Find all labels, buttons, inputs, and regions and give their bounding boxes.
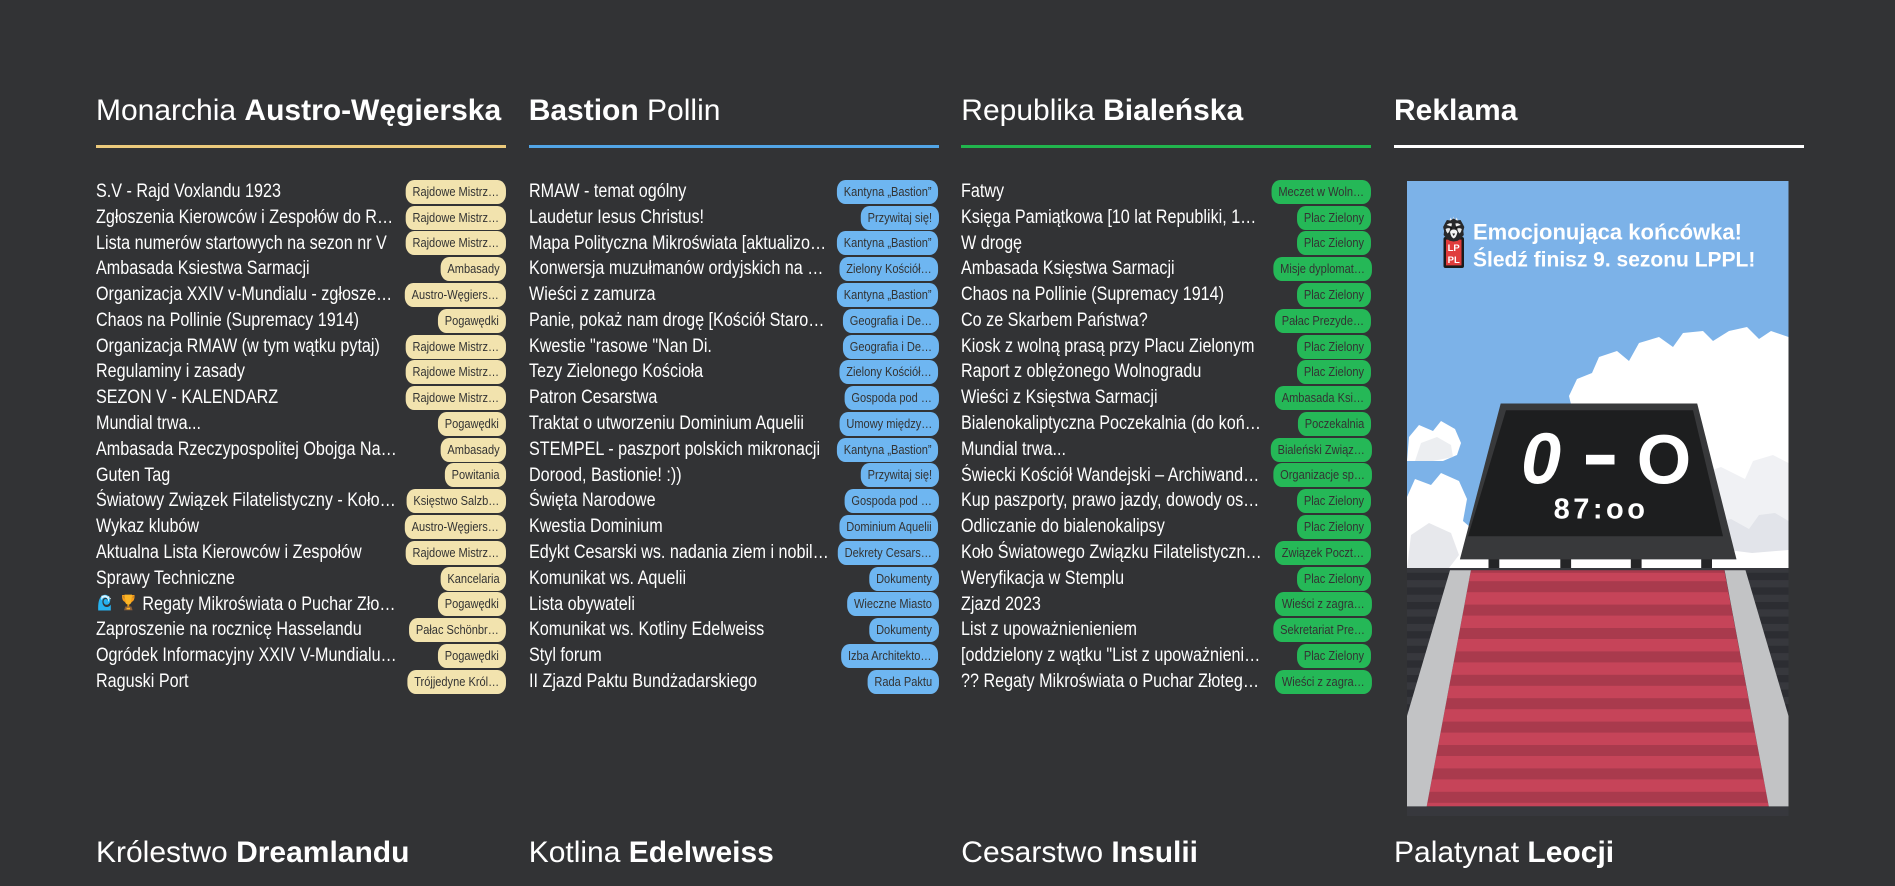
- svg-text:0: 0: [1521, 419, 1561, 499]
- svg-text:PL: PL: [1448, 254, 1460, 265]
- svg-text:Emocjonująca końcówka!: Emocjonująca końcówka!: [1473, 219, 1742, 244]
- svg-text:87:oo: 87:oo: [1554, 493, 1649, 525]
- svg-text:O: O: [1637, 420, 1691, 498]
- svg-text:Śledź finisz 9. sezonu LPPL!: Śledź finisz 9. sezonu LPPL!: [1473, 247, 1755, 271]
- svg-text:LP: LP: [1448, 242, 1461, 253]
